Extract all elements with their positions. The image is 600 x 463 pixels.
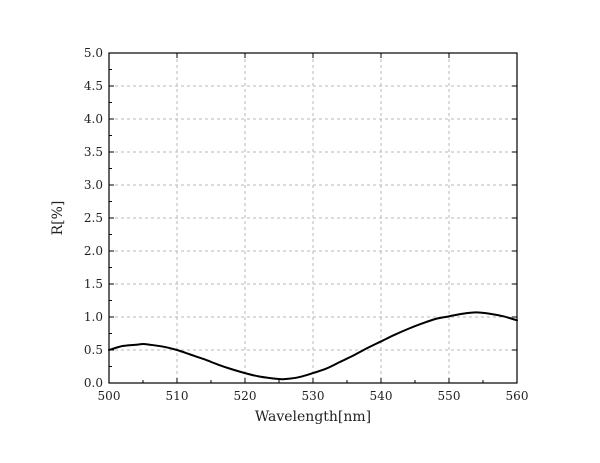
y-tick-label: 0.0 <box>84 376 103 390</box>
y-tick-label: 3.5 <box>84 145 103 159</box>
y-tick-label: 5.0 <box>84 46 103 60</box>
x-tick-label: 500 <box>98 389 121 403</box>
y-tick-label: 2.5 <box>84 211 103 225</box>
x-tick-label: 540 <box>370 389 393 403</box>
x-tick-label: 550 <box>438 389 461 403</box>
series-layer <box>108 311 518 381</box>
y-tick-label: 2.0 <box>84 244 103 258</box>
x-tick-label: 510 <box>166 389 189 403</box>
axes: 500 510 520 530 540 550 560 0.0 0.5 1.0 1.5 2.0 2.5 3… <box>84 46 529 403</box>
y-tick-label: 4.5 <box>84 79 103 93</box>
y-tick-label: 0.5 <box>84 343 103 357</box>
y-tick-label: 4.0 <box>84 112 103 126</box>
x-axis-label: Wavelength[nm] <box>255 409 371 425</box>
reflectance-series-line <box>108 311 518 381</box>
grid <box>109 53 517 383</box>
y-tick-label: 3.0 <box>84 178 103 192</box>
x-tick-label: 560 <box>506 389 529 403</box>
y-tick-label: 1.0 <box>84 310 103 324</box>
labels: Wavelength[nm] R[%] <box>50 201 371 425</box>
y-axis-label: R[%] <box>50 201 66 236</box>
y-tick-label: 1.5 <box>84 277 103 291</box>
x-tick-label: 530 <box>302 389 325 403</box>
x-tick-label: 520 <box>234 389 257 403</box>
